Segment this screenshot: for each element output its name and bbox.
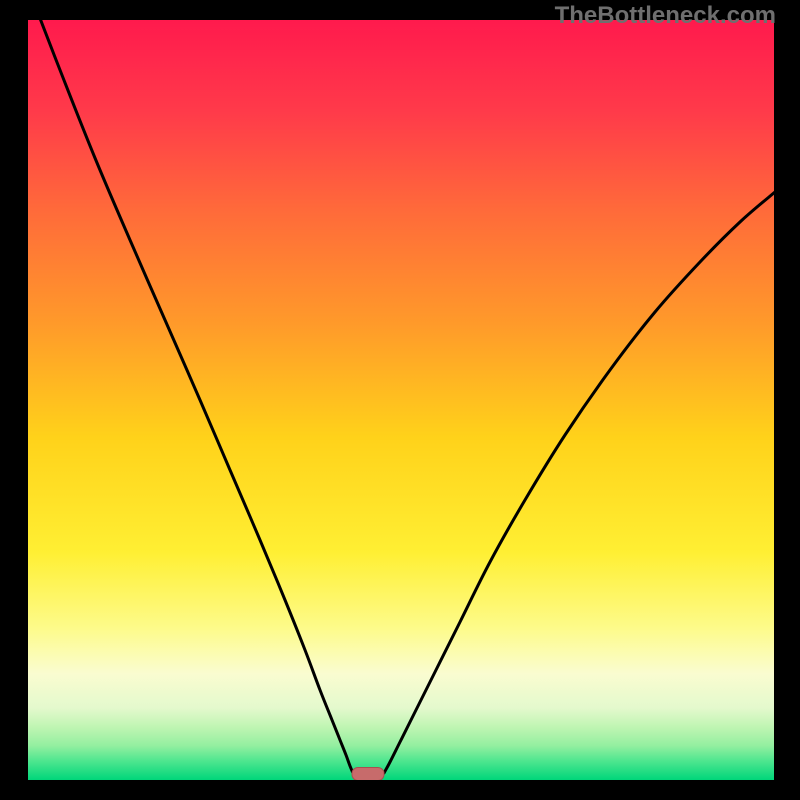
gradient-background (28, 20, 774, 780)
curve-layer (28, 20, 774, 780)
plot-area (28, 20, 774, 780)
chart-root: TheBottleneck.com (0, 0, 800, 800)
watermark-text: TheBottleneck.com (555, 2, 776, 30)
optimal-marker (352, 768, 384, 781)
